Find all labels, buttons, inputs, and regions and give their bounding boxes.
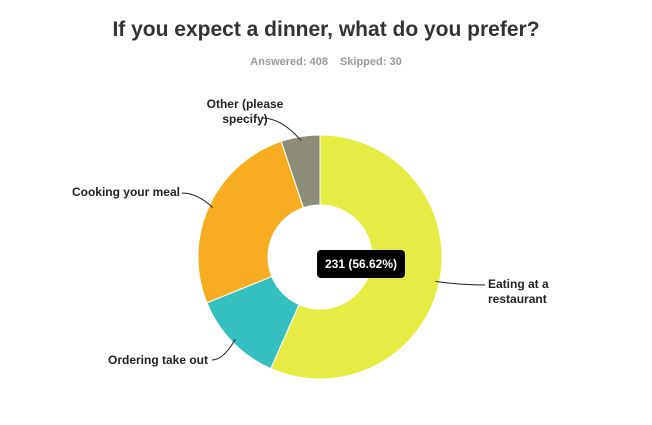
response-stats: Answered: 408 Skipped: 30	[0, 56, 652, 68]
leader-line	[435, 280, 486, 286]
leader-line	[181, 192, 214, 209]
slice-label: Other (please specify)	[206, 97, 284, 126]
slice-label: Ordering take out	[107, 353, 208, 367]
donut-slice	[270, 134, 443, 380]
answered: Answered: 408	[250, 56, 328, 68]
donut-slice	[197, 140, 305, 304]
tooltip: 231 (56.62%)	[317, 250, 405, 278]
leader-line	[211, 338, 236, 361]
skipped: Skipped: 30	[339, 56, 402, 68]
slice-label: Eating at a restaurant	[488, 277, 549, 306]
slice-label: Cooking your meal	[71, 185, 180, 199]
leader-line	[261, 117, 302, 141]
donut-slice	[280, 134, 321, 209]
chart-title: If you expect a dinner, what do you pref…	[112, 18, 540, 41]
